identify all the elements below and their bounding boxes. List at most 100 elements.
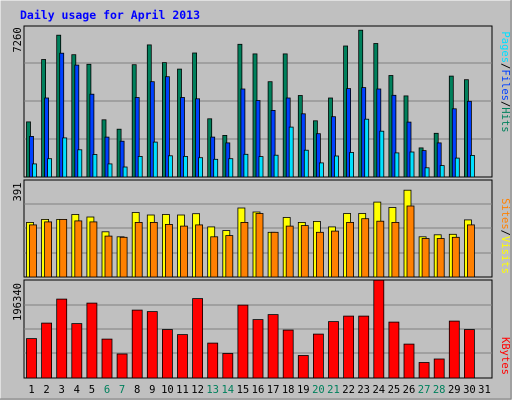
bar-kbytes-day-9 xyxy=(146,311,158,379)
bar-files-day-28 xyxy=(436,142,442,178)
bar-files-day-2 xyxy=(44,97,49,178)
chart-title: Daily usage for April 2013 xyxy=(20,8,200,22)
bar-kbytes-day-17 xyxy=(267,314,279,379)
bar-pages-day-29 xyxy=(454,157,460,178)
bar-kbytes-day-18 xyxy=(282,329,294,379)
x-label-day-18: 18 xyxy=(282,384,295,396)
bar-kbytes-day-25 xyxy=(388,321,400,379)
right-legends: Pages/Files/Hits Sites/Visits KBytes xyxy=(499,31,511,375)
bar-files-day-21 xyxy=(331,116,336,178)
legend-sep: / xyxy=(499,63,511,69)
bar-kbytes-day-21 xyxy=(328,321,339,379)
bar-sites-day-15 xyxy=(240,221,249,278)
bar-pages-day-8 xyxy=(137,155,143,178)
legend-sites: Sites xyxy=(499,198,511,230)
y-max-visits: 391 xyxy=(12,183,24,202)
bar-sites-day-23 xyxy=(361,218,370,278)
bar-pages-day-4 xyxy=(77,149,83,178)
y-max-kbytes: 196340 xyxy=(12,283,24,321)
bar-pages-day-5 xyxy=(92,154,98,178)
legend-sep: / xyxy=(499,230,511,236)
bar-sites-day-9 xyxy=(149,221,158,278)
x-label-day-19: 19 xyxy=(297,384,310,396)
x-label-day-23: 23 xyxy=(357,384,370,396)
bar-files-day-26 xyxy=(406,121,412,178)
x-label-day-17: 17 xyxy=(267,384,280,396)
bar-sites-day-2 xyxy=(44,221,52,278)
y-max-hits: 7260 xyxy=(12,27,24,52)
bar-sites-day-1 xyxy=(29,224,37,278)
bar-pages-day-2 xyxy=(47,158,52,178)
x-label-day-3: 3 xyxy=(59,384,65,396)
bar-pages-day-18 xyxy=(288,126,294,178)
bar-files-day-1 xyxy=(29,135,34,178)
legend-visits: Visits xyxy=(499,236,511,274)
x-label-day-30: 30 xyxy=(463,384,476,396)
legend-hits: Hits xyxy=(499,107,511,132)
chart-panels xyxy=(23,25,493,379)
x-label-day-5: 5 xyxy=(89,384,95,396)
bar-kbytes-day-6 xyxy=(101,338,113,379)
bar-files-day-4 xyxy=(74,64,80,178)
bar-pages-day-27 xyxy=(424,167,430,178)
bar-kbytes-day-2 xyxy=(41,322,52,379)
bar-files-day-29 xyxy=(451,108,457,178)
x-label-day-16: 16 xyxy=(252,384,265,396)
bar-files-day-19 xyxy=(300,113,306,178)
bar-pages-day-19 xyxy=(303,149,309,178)
bar-pages-day-14 xyxy=(228,158,234,178)
bar-pages-day-6 xyxy=(107,163,113,178)
panel-kbytes xyxy=(23,279,493,379)
bar-files-day-10 xyxy=(164,76,170,178)
panel-visits-sites xyxy=(23,179,493,278)
bar-sites-day-29 xyxy=(451,236,460,278)
x-label-day-14: 14 xyxy=(221,384,234,396)
bar-sites-day-8 xyxy=(134,221,143,278)
bar-files-day-13 xyxy=(210,136,216,178)
panel-hits-files-pages xyxy=(23,25,493,178)
x-label-day-13: 13 xyxy=(206,384,219,396)
bar-pages-day-13 xyxy=(213,158,219,178)
x-label-day-29: 29 xyxy=(448,384,461,396)
bar-sites-day-26 xyxy=(406,205,415,278)
bar-files-day-27 xyxy=(421,150,427,178)
bar-pages-day-9 xyxy=(152,141,158,178)
bar-pages-day-15 xyxy=(243,153,249,178)
bar-files-day-20 xyxy=(315,133,321,178)
legend-top: Pages/Files/Hits xyxy=(499,31,511,132)
bar-sites-day-10 xyxy=(164,223,173,278)
bar-pages-day-12 xyxy=(198,157,204,178)
bar-files-day-22 xyxy=(346,88,352,178)
x-label-day-6: 6 xyxy=(104,384,110,396)
bar-pages-day-26 xyxy=(409,151,415,178)
bar-kbytes-day-27 xyxy=(418,362,430,379)
x-label-day-9: 9 xyxy=(149,384,155,396)
x-label-day-4: 4 xyxy=(74,384,80,396)
bar-sites-day-4 xyxy=(74,220,83,278)
x-label-day-31: 31 xyxy=(478,384,491,396)
bar-kbytes-day-22 xyxy=(343,315,355,379)
bar-sites-day-13 xyxy=(210,236,219,278)
bar-sites-day-11 xyxy=(180,225,188,278)
bar-pages-day-21 xyxy=(334,155,339,178)
bar-pages-day-10 xyxy=(167,155,173,178)
bar-pages-day-3 xyxy=(62,137,68,178)
bar-files-day-9 xyxy=(149,81,155,178)
x-label-day-7: 7 xyxy=(119,384,125,396)
bar-files-day-15 xyxy=(240,88,246,178)
bar-kbytes-day-5 xyxy=(86,302,98,379)
bar-sites-day-17 xyxy=(270,231,279,278)
bar-sites-day-28 xyxy=(436,238,445,278)
bar-kbytes-day-19 xyxy=(297,355,309,379)
bar-pages-day-7 xyxy=(122,166,128,178)
legend-mid: Sites/Visits xyxy=(499,198,511,274)
x-label-day-10: 10 xyxy=(161,384,174,396)
bar-kbytes-day-30 xyxy=(463,329,475,379)
bar-sites-day-5 xyxy=(89,221,98,278)
legend-pages: Pages xyxy=(499,31,511,63)
bar-files-day-8 xyxy=(134,97,140,178)
bar-kbytes-day-12 xyxy=(192,298,204,379)
y-axis-max-labels: 7260 391 196340 xyxy=(12,27,24,321)
x-label-day-11: 11 xyxy=(176,384,189,396)
bar-pages-day-22 xyxy=(349,152,355,178)
